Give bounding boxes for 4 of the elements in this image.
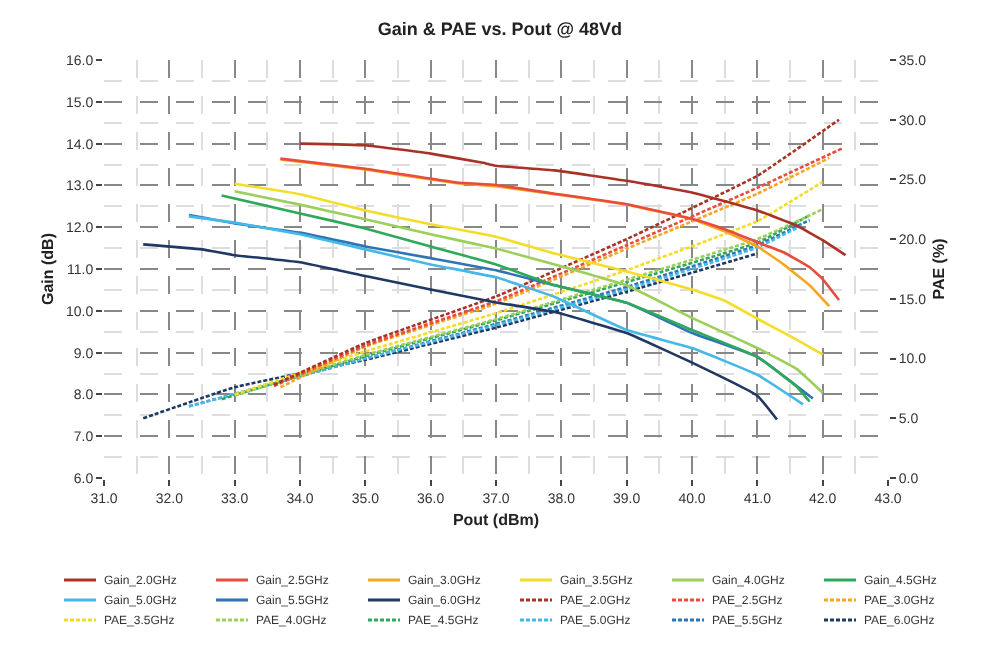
x-axis-title: Pout (dBm): [452, 511, 540, 529]
y-axis-title: Gain (dB): [39, 232, 58, 305]
chart-title: Gain & PAE vs. Pout @ 48Vd: [377, 19, 623, 40]
y2-axis-title: PAE (%): [930, 237, 949, 300]
